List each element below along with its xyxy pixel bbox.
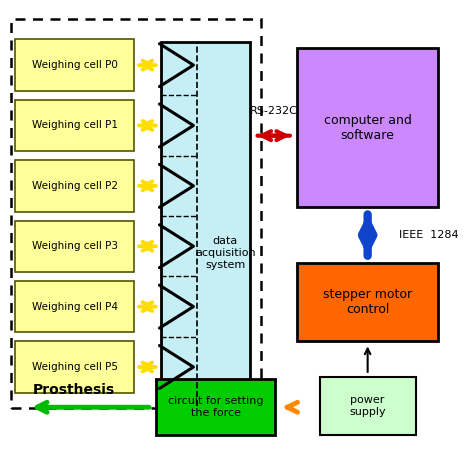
Text: Weighing cell P0: Weighing cell P0 — [32, 60, 118, 70]
Bar — [15, 160, 134, 212]
Text: circuit for setting
the force: circuit for setting the force — [168, 396, 263, 418]
Text: Weighing cell P2: Weighing cell P2 — [32, 181, 118, 191]
Bar — [319, 377, 416, 435]
Bar — [297, 263, 438, 341]
Text: power
supply: power supply — [349, 396, 386, 417]
Bar — [15, 341, 134, 393]
Bar — [15, 40, 134, 91]
Text: computer and
software: computer and software — [324, 114, 412, 142]
Bar — [161, 42, 250, 406]
Text: RS-232C: RS-232C — [250, 106, 298, 116]
Bar — [15, 100, 134, 151]
Text: Weighing cell P3: Weighing cell P3 — [32, 241, 118, 251]
Text: Weighing cell P4: Weighing cell P4 — [32, 302, 118, 311]
Bar — [11, 19, 261, 408]
Text: Weighing cell P1: Weighing cell P1 — [32, 121, 118, 130]
Bar — [297, 48, 438, 207]
Text: data
acquisition
system: data acquisition system — [195, 236, 255, 270]
Text: Prosthesis: Prosthesis — [33, 383, 115, 397]
Text: stepper motor
control: stepper motor control — [323, 288, 412, 316]
Text: IEEE  1284: IEEE 1284 — [399, 230, 458, 240]
Bar — [156, 379, 275, 435]
Text: Weighing cell P5: Weighing cell P5 — [32, 362, 118, 372]
Bar — [15, 281, 134, 333]
Bar — [15, 220, 134, 272]
